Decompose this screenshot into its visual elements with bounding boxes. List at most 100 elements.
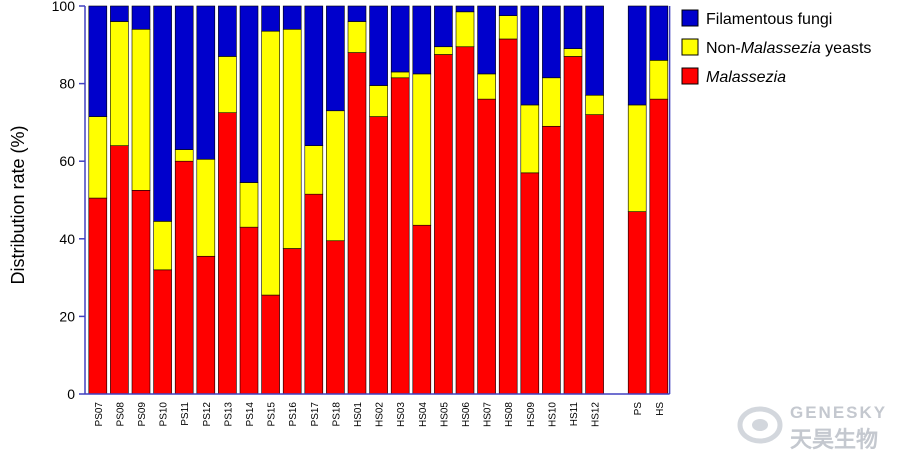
bar-HS06-malassezia bbox=[455, 46, 475, 395]
bar-HS03-filamentous-fungi bbox=[390, 5, 410, 73]
x-axis-labels: PS07 PS08 PS09 PS10 PS11 PS12 PS13 PS14 PS15 PS16… bbox=[94, 402, 666, 427]
bar-PS14-malassezia bbox=[239, 226, 259, 395]
bar-HS09-non-malassezia-yeasts bbox=[520, 104, 540, 174]
x-tick-label: HS08 bbox=[504, 402, 515, 427]
bar-HS01-filamentous-fungi bbox=[347, 5, 367, 22]
x-tick-label: PS10 bbox=[159, 402, 170, 427]
bar-PS07-non-malassezia-yeasts bbox=[88, 116, 108, 199]
x-tick-label: HS09 bbox=[526, 402, 537, 427]
bar-PS11-non-malassezia-yeasts bbox=[174, 149, 194, 162]
bar-PS17-malassezia bbox=[304, 193, 324, 395]
x-tick-label: HS05 bbox=[439, 402, 450, 427]
legend-swatch bbox=[681, 9, 699, 27]
bar-PS14-filamentous-fungi bbox=[239, 5, 259, 183]
bars-layer bbox=[88, 5, 669, 395]
x-tick-label: PS16 bbox=[288, 402, 299, 427]
bar-PS11-filamentous-fungi bbox=[174, 5, 194, 150]
legend-swatch bbox=[681, 67, 699, 85]
bar-PS07-filamentous-fungi bbox=[88, 5, 108, 117]
y-tick-label: 0 bbox=[67, 386, 75, 402]
bar-HS10-filamentous-fungi bbox=[542, 5, 561, 79]
bar-PS08-non-malassezia-yeasts bbox=[110, 21, 129, 146]
legend-swatch bbox=[681, 38, 699, 56]
bar-PS12-malassezia bbox=[196, 255, 216, 395]
bar-HS11-malassezia bbox=[563, 56, 583, 395]
x-tick-label: HS03 bbox=[396, 402, 407, 427]
bar-PS15-filamentous-fungi bbox=[261, 5, 280, 32]
bar-PS-malassezia bbox=[627, 211, 647, 395]
y-axis-title: Distribution rate (%) bbox=[8, 125, 28, 284]
x-tick-label: PS09 bbox=[137, 402, 148, 427]
bar-PS15-non-malassezia-yeasts bbox=[261, 30, 280, 296]
bar-HS09-malassezia bbox=[520, 172, 540, 395]
bar-HS01-non-malassezia-yeasts bbox=[347, 21, 367, 53]
watermark-logo: GENESKY 天昊生物 bbox=[737, 403, 887, 453]
bar-HS02-filamentous-fungi bbox=[369, 5, 388, 86]
bar-HS04-non-malassezia-yeasts bbox=[412, 73, 432, 226]
bar-HS03-malassezia bbox=[390, 77, 410, 395]
bar-HS07-filamentous-fungi bbox=[477, 5, 496, 75]
bar-HS-malassezia bbox=[649, 98, 669, 395]
x-tick-label: HS07 bbox=[483, 402, 494, 427]
y-tick-label: 40 bbox=[59, 231, 75, 247]
x-tick-label: PS12 bbox=[202, 402, 213, 427]
bar-PS09-filamentous-fungi bbox=[131, 5, 151, 30]
bar-HS08-filamentous-fungi bbox=[498, 5, 518, 16]
bar-PS10-malassezia bbox=[153, 269, 172, 395]
x-tick-label: HS06 bbox=[461, 402, 472, 427]
x-tick-label: PS17 bbox=[310, 402, 321, 427]
bar-HS-non-malassezia-yeasts bbox=[649, 60, 669, 100]
legend: Filamentous fungi Non-Malassezia yeasts Ma… bbox=[681, 9, 871, 86]
x-tick-label: PS13 bbox=[223, 402, 234, 427]
x-tick-label: HS10 bbox=[547, 402, 558, 427]
bar-HS05-non-malassezia-yeasts bbox=[434, 46, 453, 55]
bar-HS-filamentous-fungi bbox=[649, 5, 669, 61]
x-tick-label: HS bbox=[655, 402, 666, 416]
genesky-logo-icon bbox=[737, 406, 783, 444]
x-tick-label: PS07 bbox=[94, 402, 105, 427]
x-tick-label: PS11 bbox=[180, 402, 191, 426]
x-tick-label: PS bbox=[633, 402, 644, 416]
bar-PS13-malassezia bbox=[218, 112, 237, 395]
bar-PS11-malassezia bbox=[174, 160, 194, 395]
watermark-brand-en: GENESKY bbox=[790, 403, 887, 422]
y-axis: 0 20 40 60 80 100 bbox=[52, 0, 671, 402]
bar-PS10-filamentous-fungi bbox=[153, 5, 172, 222]
bar-PS14-non-malassezia-yeasts bbox=[239, 182, 259, 228]
bar-PS-filamentous-fungi bbox=[627, 5, 647, 106]
bar-HS05-filamentous-fungi bbox=[434, 5, 453, 48]
bar-HS12-malassezia bbox=[585, 114, 604, 395]
bar-HS07-malassezia bbox=[477, 98, 496, 395]
bar-PS16-non-malassezia-yeasts bbox=[282, 28, 302, 249]
bar-PS-non-malassezia-yeasts bbox=[627, 104, 647, 212]
watermark-brand-cn: 天昊生物 bbox=[790, 427, 878, 453]
bar-HS12-non-malassezia-yeasts bbox=[585, 94, 604, 115]
bar-PS18-filamentous-fungi bbox=[326, 5, 345, 112]
bar-HS08-malassezia bbox=[498, 38, 518, 395]
y-tick-label: 20 bbox=[59, 308, 75, 324]
legend-label: Malassezia bbox=[706, 69, 786, 86]
bar-HS10-non-malassezia-yeasts bbox=[542, 77, 561, 127]
x-tick-label: HS02 bbox=[375, 402, 386, 427]
bar-HS09-filamentous-fungi bbox=[520, 5, 540, 106]
bar-HS03-non-malassezia-yeasts bbox=[390, 71, 410, 79]
bar-PS17-filamentous-fungi bbox=[304, 5, 324, 146]
bar-HS01-malassezia bbox=[347, 52, 367, 395]
bar-PS12-non-malassezia-yeasts bbox=[196, 158, 216, 257]
x-tick-label: HS11 bbox=[569, 402, 580, 427]
bar-HS11-filamentous-fungi bbox=[563, 5, 583, 49]
bar-PS13-filamentous-fungi bbox=[218, 5, 237, 57]
bar-HS02-malassezia bbox=[369, 116, 388, 395]
bar-PS08-filamentous-fungi bbox=[110, 5, 129, 22]
y-tick-label: 100 bbox=[52, 0, 76, 14]
x-tick-label: PS18 bbox=[331, 402, 342, 427]
y-tick-label: 60 bbox=[59, 153, 75, 169]
bar-PS09-malassezia bbox=[131, 190, 151, 395]
legend-label: Non-Malassezia yeasts bbox=[706, 40, 871, 57]
legend-label: Filamentous fungi bbox=[706, 11, 832, 28]
x-tick-label: HS04 bbox=[418, 402, 429, 427]
bar-HS07-non-malassezia-yeasts bbox=[477, 73, 496, 100]
y-tick-label: 80 bbox=[59, 76, 75, 92]
x-tick-label: PS15 bbox=[267, 402, 278, 427]
